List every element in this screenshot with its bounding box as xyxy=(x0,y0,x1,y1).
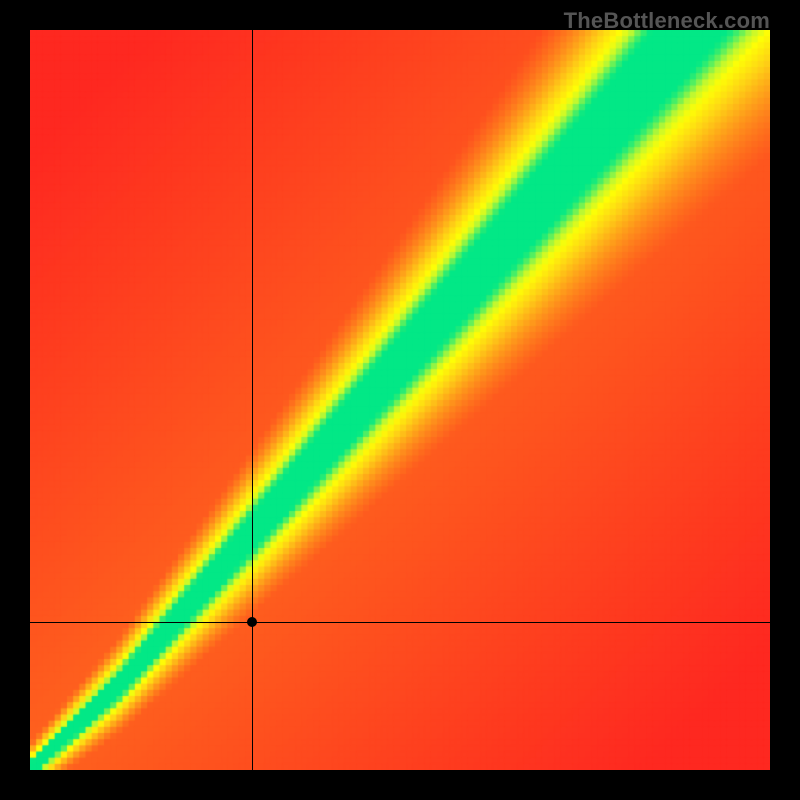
crosshair-horizontal xyxy=(30,622,770,623)
crosshair-vertical xyxy=(252,30,253,770)
plot-area xyxy=(30,30,770,770)
heatmap-canvas xyxy=(30,30,770,770)
crosshair-marker xyxy=(247,617,257,627)
frame: TheBottleneck.com xyxy=(0,0,800,800)
watermark: TheBottleneck.com xyxy=(564,8,770,34)
